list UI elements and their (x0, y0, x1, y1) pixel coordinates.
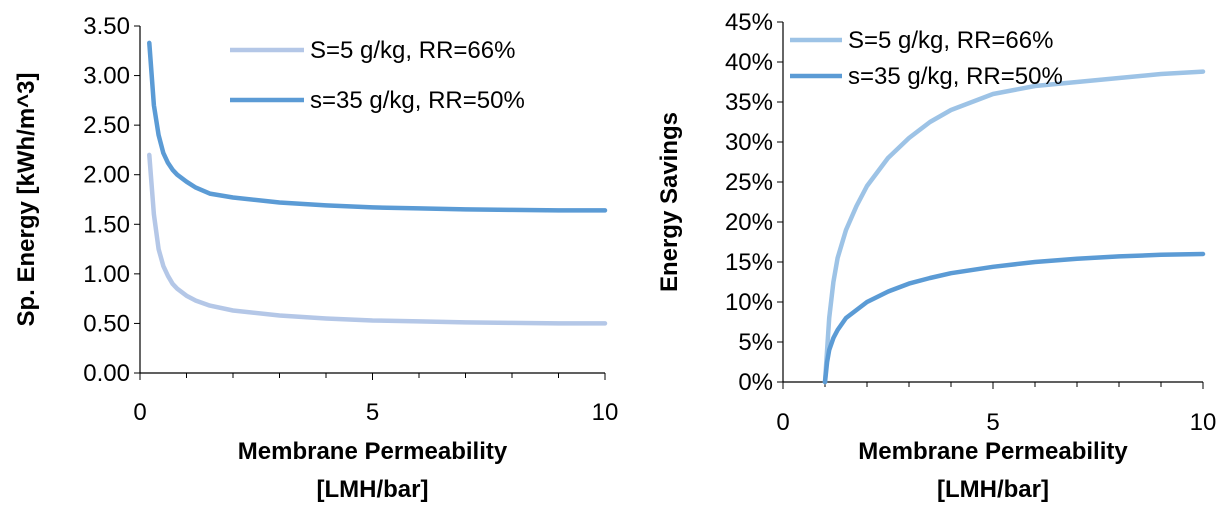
y-axis-title: Energy Savings (656, 112, 683, 292)
x-axis-title-line-2: [LMH/bar] (937, 476, 1049, 503)
legend-label-1: S=5 g/kg, RR=66% (848, 27, 1053, 54)
series-line-1 (147, 152, 608, 326)
x-tick-label: 5 (366, 399, 379, 426)
y-tick-label: 2.00 (83, 162, 130, 189)
x-axis-title-line-1: Membrane Permeability (238, 438, 508, 465)
y-tick-label: 0.50 (83, 310, 130, 337)
y-tick-label: 20% (725, 209, 773, 236)
legend-label-2: s=35 g/kg, RR=50% (848, 63, 1063, 90)
y-tick-label: 1.00 (83, 261, 130, 288)
y-axis-title: Sp. Energy [kWh/m^3] (13, 72, 40, 326)
legend-label-1: S=5 g/kg, RR=66% (310, 37, 515, 64)
x-axis-title-line-1: Membrane Permeability (858, 438, 1128, 465)
y-tick-label: 15% (725, 249, 773, 276)
y-tick-label: 1.50 (83, 211, 130, 238)
y-tick-label: 45% (725, 9, 773, 36)
y-tick-label: 25% (725, 169, 773, 196)
series-line-1 (822, 69, 1206, 385)
y-tick-label: 0.00 (83, 360, 130, 387)
y-tick-label: 3.50 (83, 13, 130, 40)
x-tick-label: 10 (592, 399, 619, 426)
y-tick-label: 35% (725, 89, 773, 116)
y-tick-label: 40% (725, 49, 773, 76)
chart-2: 0% 5% 10% 15% 20% 25% 30% 35% 40% 45% 0 5 10 S=5 g/kg… (656, 9, 1216, 503)
y-tick-label: 3.00 (83, 63, 130, 90)
chart-1: 0.00 0.50 1.00 1.50 2.00 2.50 3.00 3.50 0 5 10 S=5 … (13, 13, 618, 503)
x-tick-label: 10 (1190, 409, 1217, 436)
y-tick-label: 0% (738, 369, 773, 396)
x-axis-title-line-2: [LMH/bar] (317, 476, 429, 503)
y-tick-label: 5% (738, 329, 773, 356)
legend-label-2: s=35 g/kg, RR=50% (310, 87, 525, 114)
y-tick-label: 30% (725, 129, 773, 156)
x-tick-label: 0 (776, 409, 789, 436)
series-line-2 (147, 40, 608, 213)
y-tick-label: 10% (725, 289, 773, 316)
x-tick-label: 5 (986, 409, 999, 436)
x-tick-label: 0 (133, 399, 146, 426)
series-line-2 (822, 251, 1206, 385)
y-tick-label: 2.50 (83, 112, 130, 139)
